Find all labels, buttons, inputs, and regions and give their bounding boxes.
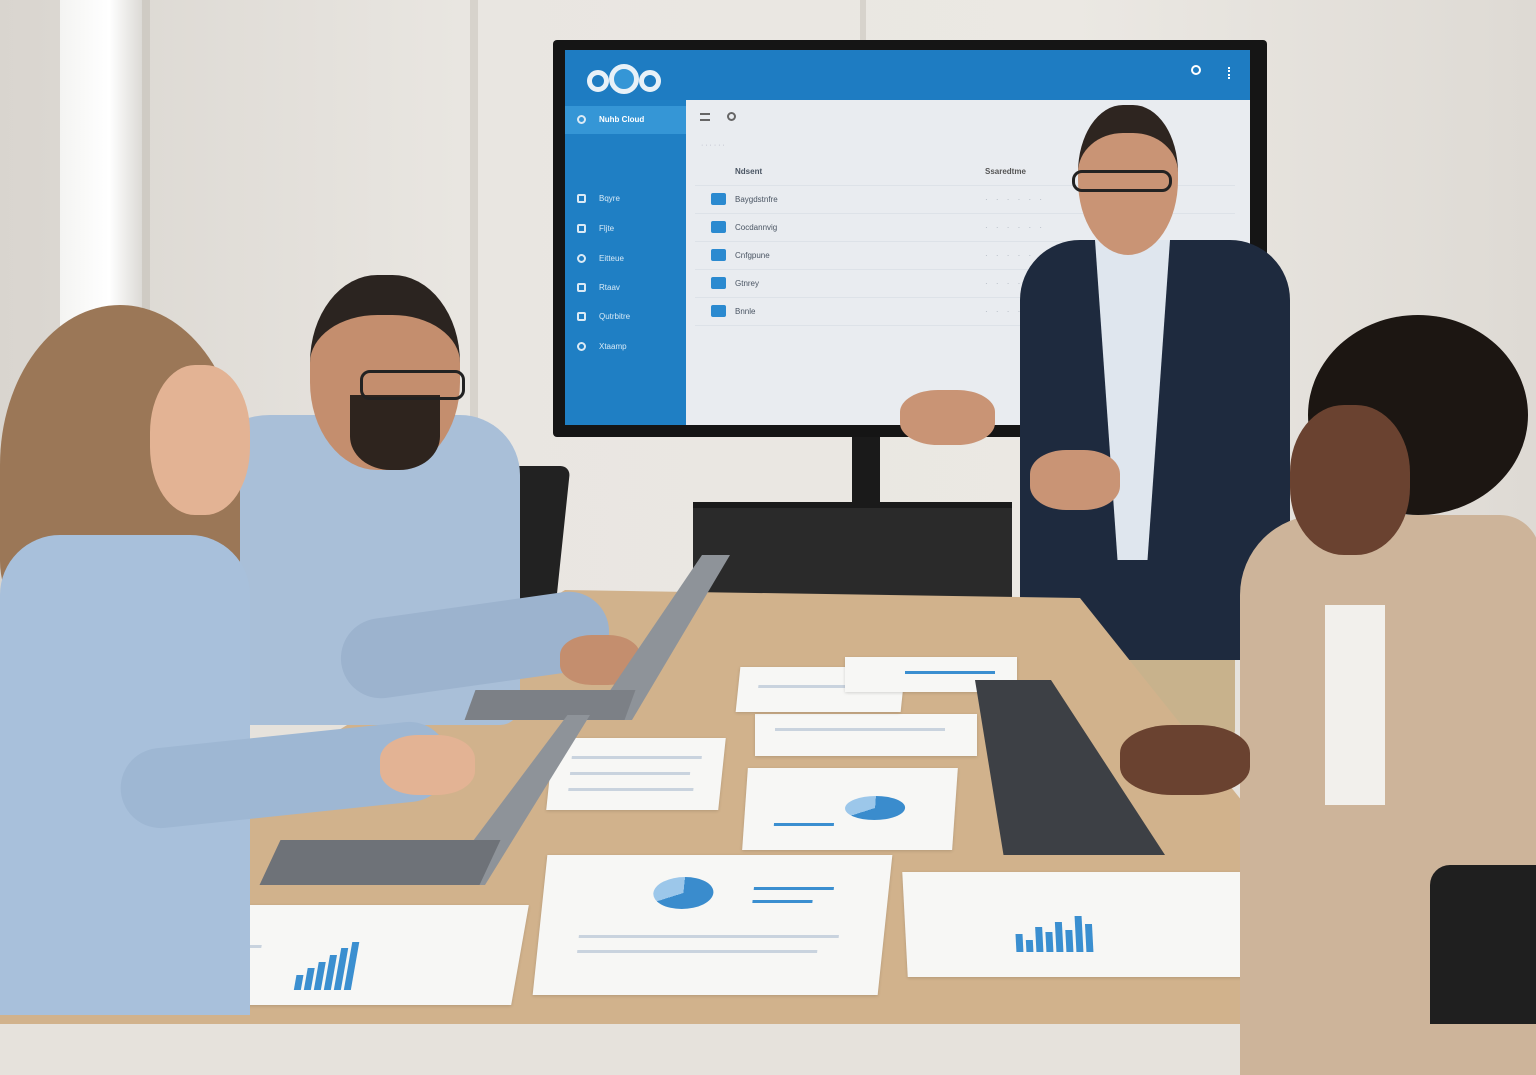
seated-man	[190, 275, 650, 735]
laptop-keyboard	[464, 690, 636, 720]
folder-icon	[711, 221, 726, 233]
table-row[interactable]: Gtnrey · · · · · ·	[695, 270, 1235, 298]
brand-label: Nuhb Cloud	[599, 115, 645, 124]
woman-hand	[1120, 725, 1250, 795]
row-name: Cnfgpune	[735, 251, 770, 260]
row-name: Gtnrey	[735, 279, 760, 288]
sidebar-item[interactable]: Xtaamp	[565, 333, 686, 361]
row-name: Baygdstnfre	[735, 195, 778, 204]
row-name: Bnnle	[735, 307, 756, 316]
app-header	[565, 50, 1250, 100]
row-meta: · · · · · ·	[985, 223, 1046, 232]
media-cabinet	[693, 502, 1012, 598]
search-icon[interactable]	[1191, 65, 1201, 75]
wall-panel-seam	[470, 0, 478, 560]
presenter-hand	[900, 390, 995, 445]
glasses	[1072, 170, 1172, 192]
folder-icon	[711, 249, 726, 261]
woman-blouse	[1325, 605, 1385, 805]
row-meta: · · · · · ·	[985, 307, 1046, 316]
table-row[interactable]: Cnfgpune · · · · · ·	[695, 242, 1235, 270]
row-name: Cocdannvig	[735, 223, 778, 232]
woman-hand	[380, 735, 475, 795]
row-meta: · · · · · ·	[985, 251, 1046, 260]
sidebar-item[interactable]: Bqyre	[565, 185, 686, 213]
more-vertical-icon[interactable]	[1228, 67, 1230, 79]
sidebar-item-label: Xtaamp	[599, 342, 627, 351]
menu-icon[interactable]	[700, 113, 710, 121]
folder-icon	[711, 277, 726, 289]
sidebar-item-label: Eitteue	[599, 254, 624, 263]
sidebar-item[interactable]: Fljte	[565, 215, 686, 243]
table-row[interactable]: Cocdannvig · · · · · ·	[695, 214, 1235, 242]
document	[755, 714, 977, 756]
folder-icon	[711, 193, 726, 205]
document-chart-pie	[532, 855, 893, 995]
document	[546, 738, 726, 810]
row-meta: · · · · · ·	[985, 279, 1046, 288]
man-beard	[350, 395, 440, 470]
presenter-head	[1078, 105, 1178, 255]
breadcrumb: · · · · · ·	[701, 142, 725, 149]
sidebar-item-label: Fljte	[599, 224, 615, 233]
laptop-keyboard	[259, 840, 501, 885]
sidebar-item-label: Rtaav	[599, 283, 620, 292]
window	[60, 0, 150, 360]
header-col: Ssaredtme	[985, 167, 1026, 176]
sidebar-brand-item[interactable]: Nuhb Cloud	[565, 106, 686, 134]
sidebar-item[interactable]: Rtaav	[565, 274, 686, 302]
document-chart-pie	[742, 768, 958, 850]
sidebar-item[interactable]: Qutrbitre	[565, 303, 686, 331]
chair	[1430, 865, 1536, 1024]
presenter-hand	[1030, 450, 1120, 510]
woman-face	[150, 365, 250, 515]
app-sidebar: Nuhb Cloud Bqyre Fljte Eitteue Rtaav Qut…	[565, 100, 686, 425]
row-meta: · · · · · ·	[985, 195, 1046, 204]
woman-face	[1290, 405, 1410, 555]
settings-icon[interactable]	[727, 112, 736, 121]
glasses	[360, 370, 465, 400]
header-name: Ndsent	[735, 167, 763, 176]
wall-panel-seam	[860, 0, 866, 45]
sidebar-item-label: Bqyre	[599, 194, 620, 203]
table-row[interactable]: Baygdstnfre · · · · · ·	[695, 186, 1235, 214]
cloud-logo	[587, 64, 667, 94]
sidebar-item-label: Qutrbitre	[599, 312, 631, 321]
sidebar-item[interactable]: Eitteue	[565, 245, 686, 273]
folder-icon	[711, 305, 726, 317]
seated-woman	[0, 305, 480, 1024]
table-row[interactable]: Bnnle · · · · · ·	[695, 298, 1235, 326]
table-header: Ndsent Ssaredtme	[695, 158, 1235, 186]
